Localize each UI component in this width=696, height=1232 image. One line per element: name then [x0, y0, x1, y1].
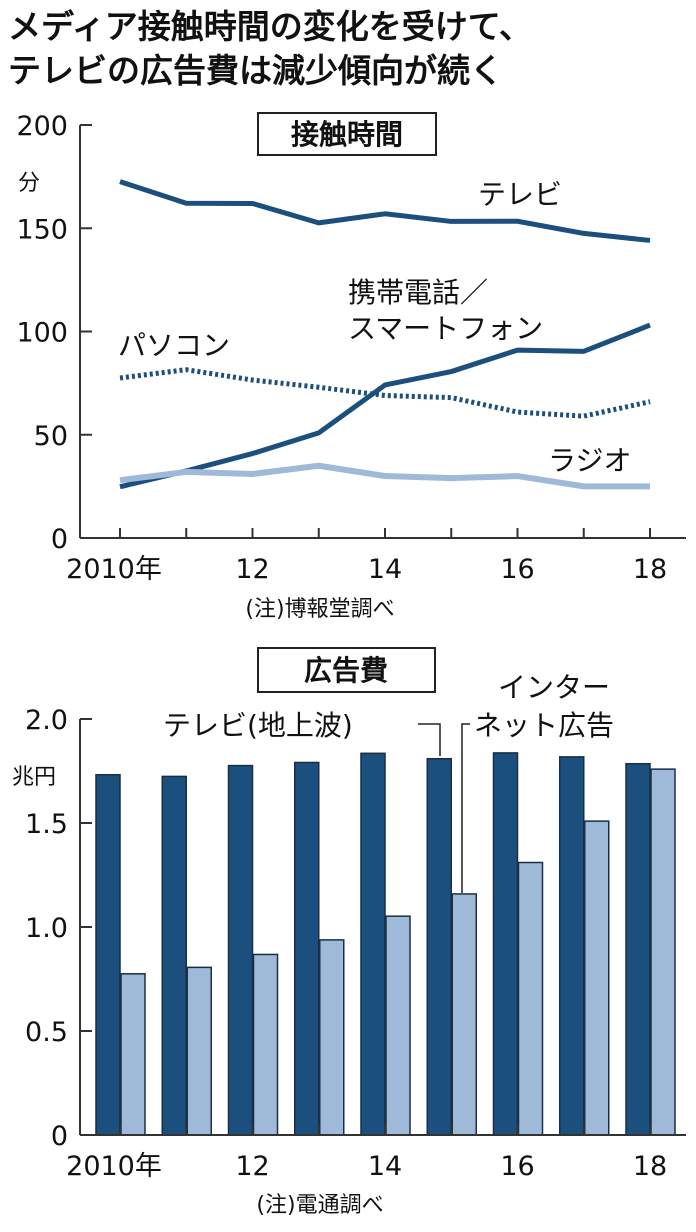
chart-title-box: [257, 112, 437, 156]
y-tick-label: 0: [51, 524, 68, 555]
y-tick-label: 0: [51, 1121, 68, 1152]
leader-line-internet: [461, 723, 470, 893]
bar-インターネット広告-2010: [120, 973, 146, 1136]
bar-テレビ(地上波)-2016: [492, 752, 519, 1136]
series-line-パソコン: [119, 367, 651, 419]
series-label-mobile-2: スマートフォン: [348, 312, 543, 345]
series-label-pc: パソコン: [118, 329, 230, 362]
chart-title-box: [257, 647, 436, 693]
source-note: (注)博報堂調べ: [245, 597, 394, 622]
x-tick-label: 16: [500, 1151, 534, 1182]
ad-spend-chart: 18 16 14 12 2010年 2.0 1.5 1.0 0.5 0 広告費 兆円 (注)電通調…: [12, 647, 686, 1218]
series-line-ラジオ: [119, 462, 650, 490]
y-tick-label: 50: [34, 421, 68, 452]
series-label-radio: ラジオ: [548, 444, 631, 477]
x-tick-label: 2010年: [66, 1151, 162, 1182]
bar-インターネット広告-2018: [650, 768, 676, 1136]
bar-インターネット広告-2011: [186, 966, 212, 1136]
x-tick-label: 14: [368, 1151, 402, 1182]
bar-インターネット広告-2015: [451, 893, 477, 1136]
y-tick-label: 2.0: [25, 705, 68, 736]
bar-テレビ(地上波)-2018: [625, 762, 651, 1136]
series-label-tv: テレビ: [478, 178, 562, 211]
y-tick-label: 100: [16, 318, 68, 349]
bar-テレビ(地上波)-2015: [426, 757, 452, 1136]
y-unit: 分: [18, 171, 40, 196]
series-line-携帯電話／スマートフォン: [119, 322, 651, 490]
x-tick-label: 18: [633, 1151, 667, 1182]
x-tick-label: 18: [633, 554, 667, 585]
y-tick-label: 0.5: [25, 1017, 68, 1048]
chart-title: 接触時間: [291, 118, 403, 151]
series-label-tv: テレビ(地上波): [163, 709, 353, 742]
x-tick-label: 12: [235, 554, 269, 585]
y-unit: 兆円: [12, 765, 56, 790]
x-tick-label: 16: [500, 554, 534, 585]
bar-テレビ(地上波)-2010: [95, 773, 121, 1136]
bar-テレビ(地上波)-2013: [294, 761, 320, 1136]
series-label-mobile-1: 携帯電話／: [348, 276, 488, 309]
bars: [95, 752, 676, 1136]
bar-インターネット広告-2012: [252, 953, 279, 1136]
title-line-2: テレビの広告費は減少傾向が続く: [8, 51, 503, 90]
series-label-internet-2: ネット広告: [474, 709, 614, 742]
bar-テレビ(地上波)-2014: [360, 752, 386, 1136]
bar-テレビ(地上波)-2011: [161, 775, 187, 1136]
y-tick-label: 1.0: [25, 913, 68, 944]
x-tick-label: 14: [368, 554, 402, 585]
leader-line-tv: [418, 723, 441, 756]
bar-インターネット広告-2016: [517, 861, 544, 1136]
y-tick-label: 200: [16, 111, 68, 142]
title-line-1: メディア接触時間の変化を受けて、: [8, 7, 532, 46]
contact-time-chart: 18 16 14 12 2010年 200 150 100 50 0 接触時間 分 (注)博報堂調…: [16, 111, 686, 622]
x-tick-label: 2010年: [66, 554, 162, 585]
source-note: (注)電通調べ: [256, 1193, 383, 1218]
x-tick-label: 12: [235, 1151, 269, 1182]
bar-インターネット広告-2017: [584, 820, 610, 1136]
series-lines: [119, 179, 651, 490]
bar-インターネット広告-2014: [385, 915, 411, 1136]
y-tick-label: 150: [16, 214, 68, 245]
bar-テレビ(地上波)-2012: [227, 764, 254, 1136]
chart-title: 広告費: [304, 654, 388, 687]
bar-インターネット広告-2013: [319, 939, 345, 1136]
bar-テレビ(地上波)-2017: [559, 756, 585, 1136]
series-line-テレビ: [119, 179, 651, 243]
y-tick-label: 1.5: [25, 809, 68, 840]
series-label-internet-1: インター: [498, 671, 610, 704]
